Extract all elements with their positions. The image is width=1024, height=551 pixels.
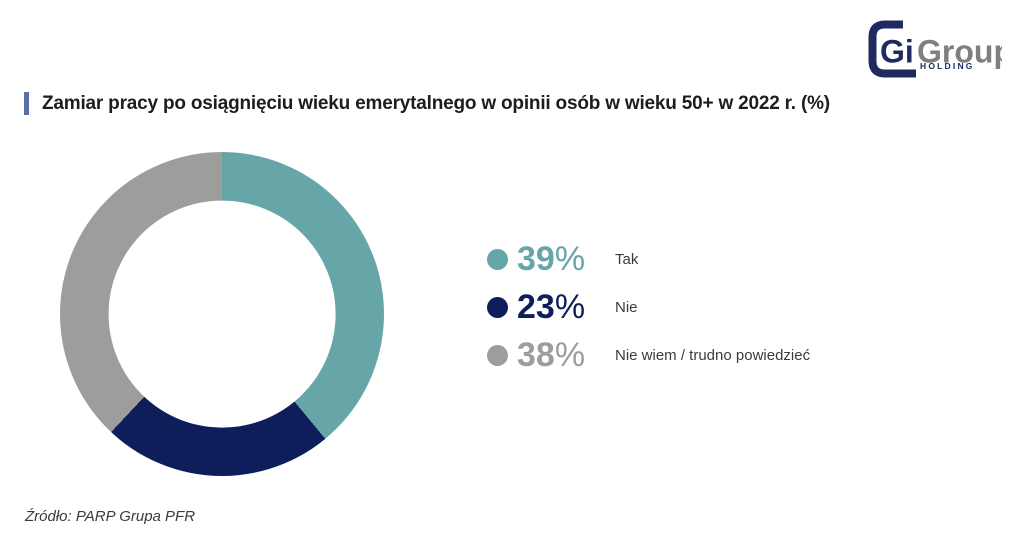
legend-item: 23% Nie <box>487 287 810 326</box>
legend-percentage: 23% <box>517 287 586 326</box>
title-row: Zamiar pracy po osiągnięciu wieku emeryt… <box>24 92 984 115</box>
donut-ring <box>60 152 384 476</box>
logo-group-text: Group <box>917 34 1002 70</box>
logo-graphic: Gi Group HOLDING <box>868 20 1013 78</box>
title-accent-bar <box>24 92 29 115</box>
logo-gi-text: Gi <box>880 34 914 70</box>
chart-legend: 39% Tak 23% Nie 38% Nie wiem / trudno po… <box>487 239 811 374</box>
gi-group-holding-logo: Gi Group HOLDING <box>868 20 1013 78</box>
legend-percentage: 39% <box>517 239 586 278</box>
legend-dot-icon <box>487 296 508 318</box>
legend-label: Nie wiem / trudno powiedzieć <box>615 346 811 364</box>
chart-title: Zamiar pracy po osiągnięciu wieku emeryt… <box>42 92 830 114</box>
donut-hole <box>108 200 336 428</box>
donut-chart <box>60 152 384 476</box>
legend-percentage: 38% <box>517 335 586 374</box>
legend-dot-icon <box>487 248 508 270</box>
legend-dot-icon <box>487 344 508 366</box>
legend-label: Nie <box>615 298 638 316</box>
logo-bracket-icon <box>868 20 916 78</box>
source-note: Źródło: PARP Grupa PFR <box>25 508 196 525</box>
legend-item: 39% Tak <box>487 239 810 278</box>
logo-holding-text: HOLDING <box>920 61 975 71</box>
legend-label: Tak <box>615 250 639 268</box>
legend-item: 38% Nie wiem / trudno powiedzieć <box>487 335 811 374</box>
